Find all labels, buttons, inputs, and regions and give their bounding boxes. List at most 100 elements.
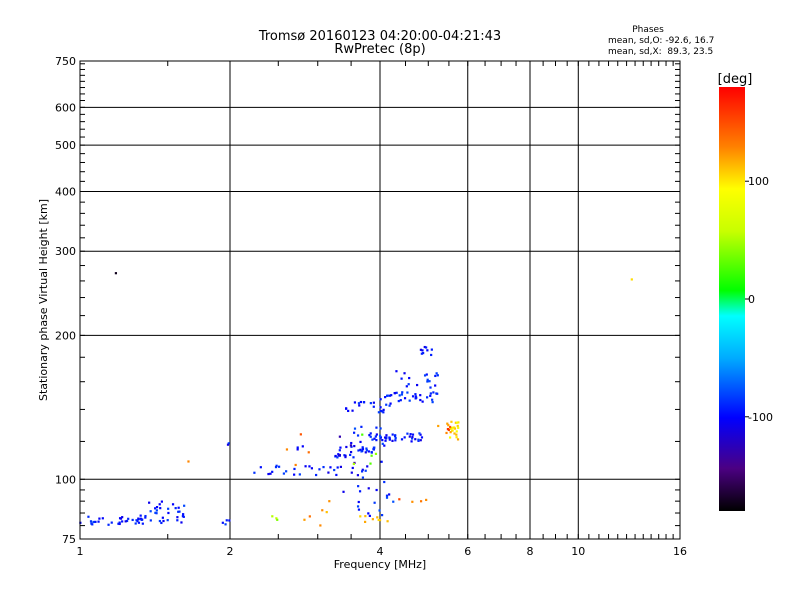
data-point — [127, 517, 130, 520]
data-point — [357, 485, 360, 488]
data-point — [134, 522, 137, 525]
data-point — [388, 394, 392, 397]
data-point — [365, 447, 368, 450]
x-tick-label: 10 — [571, 545, 585, 558]
data-point — [328, 500, 331, 503]
data-point — [374, 452, 378, 455]
data-point — [394, 437, 397, 440]
x-tick-label: 6 — [464, 545, 471, 558]
data-point — [405, 385, 408, 388]
data-point — [369, 402, 372, 405]
y-tick-label: 75 — [62, 533, 76, 546]
data-point — [369, 462, 372, 465]
data-point — [368, 434, 371, 437]
data-point — [364, 515, 367, 518]
data-point — [350, 471, 353, 474]
data-point — [353, 431, 356, 434]
data-point — [426, 396, 429, 399]
data-point — [359, 448, 362, 451]
data-point — [391, 439, 394, 442]
data-point — [149, 510, 152, 513]
data-point — [425, 346, 428, 349]
data-point — [285, 470, 288, 473]
data-point — [419, 439, 422, 442]
data-point — [386, 520, 389, 523]
data-point — [406, 432, 409, 435]
data-point — [176, 516, 179, 519]
data-point — [388, 436, 391, 439]
data-point — [451, 429, 454, 432]
data-point — [360, 470, 364, 473]
data-point — [455, 430, 458, 433]
phase-info: Phases mean, sd,O: -92.6, 16.7 mean, sd,… — [608, 25, 714, 57]
data-point — [372, 448, 376, 451]
data-point — [368, 514, 371, 517]
data-point — [429, 386, 432, 389]
data-point — [426, 380, 429, 383]
data-point — [338, 453, 341, 457]
data-point — [377, 518, 380, 522]
data-point — [407, 383, 410, 386]
data-point — [352, 456, 355, 459]
data-point — [357, 500, 360, 504]
data-point — [107, 523, 110, 526]
data-point — [421, 349, 424, 352]
data-point — [342, 490, 345, 493]
data-point — [118, 521, 121, 524]
data-point — [382, 408, 385, 411]
data-point — [449, 425, 452, 429]
data-point — [414, 438, 417, 441]
data-point — [410, 440, 413, 443]
data-point — [361, 476, 365, 479]
data-point — [322, 465, 325, 469]
data-point — [321, 509, 324, 512]
data-point — [426, 349, 429, 352]
data-point — [379, 437, 382, 440]
data-point — [437, 424, 440, 428]
data-point — [445, 431, 448, 435]
data-point — [154, 511, 157, 514]
data-point — [449, 427, 452, 430]
data-point — [448, 436, 452, 439]
data-point — [353, 444, 356, 448]
data-point — [352, 462, 355, 466]
data-point — [423, 374, 427, 377]
data-point — [303, 518, 306, 521]
data-point — [359, 400, 363, 404]
data-point — [374, 435, 377, 438]
data-point — [422, 351, 425, 355]
data-point — [349, 453, 352, 457]
data-point — [455, 433, 458, 436]
data-point — [385, 436, 388, 439]
data-point — [357, 449, 360, 452]
data-point — [271, 470, 274, 473]
data-point — [414, 395, 417, 398]
data-point — [372, 405, 375, 408]
data-point — [436, 374, 439, 377]
data-point — [226, 443, 230, 446]
data-point — [353, 427, 357, 430]
data-point — [428, 380, 431, 383]
data-point — [457, 426, 460, 429]
data-point — [361, 447, 365, 451]
data-point — [393, 392, 396, 395]
data-point — [161, 516, 164, 519]
data-point — [378, 434, 382, 437]
data-point — [310, 467, 314, 470]
data-point — [356, 474, 360, 477]
data-point — [269, 472, 272, 475]
data-point — [457, 421, 460, 424]
data-point — [421, 400, 424, 403]
y-tick-label: 600 — [55, 101, 76, 114]
colorbar-gradient — [719, 87, 745, 511]
data-point — [177, 506, 180, 509]
data-point — [397, 399, 400, 403]
data-point — [110, 521, 113, 524]
data-point — [380, 514, 384, 517]
data-point — [391, 433, 394, 436]
data-point — [154, 507, 157, 510]
data-point — [429, 392, 432, 395]
axis-ticks — [79, 61, 681, 540]
data-point — [89, 520, 93, 523]
data-point — [376, 516, 379, 519]
